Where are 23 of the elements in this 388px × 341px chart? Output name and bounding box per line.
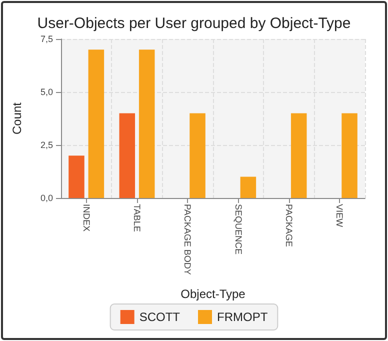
y-tick-label: 0,0 <box>40 193 53 203</box>
x-tick-label: PACKAGE BODY <box>182 204 193 275</box>
y-tick-label: 2,5 <box>40 140 53 150</box>
bar <box>138 50 155 198</box>
bar <box>290 113 307 198</box>
bar <box>190 113 206 198</box>
y-tick-label: 7,5 <box>40 34 53 44</box>
chart-title: User-Objects per User grouped by Object-Type <box>37 15 351 32</box>
x-tick-label: INDEX <box>81 204 92 232</box>
y-tick-label: 5,0 <box>40 87 53 97</box>
bar <box>119 113 136 198</box>
legend-label: SCOTT <box>139 310 181 324</box>
bar <box>88 50 104 198</box>
x-axis-title: Object-Type <box>180 287 246 301</box>
bar <box>68 156 84 198</box>
bar <box>240 176 256 198</box>
x-tick-label: PACKAGE <box>284 204 294 247</box>
legend-label: FRMOPT <box>217 310 268 324</box>
y-axis-title: Count <box>10 102 24 135</box>
x-tick-label: TABLE <box>132 204 142 232</box>
x-tick-label: SEQUENCE <box>233 204 244 255</box>
bar <box>342 113 358 198</box>
x-tick-label: VIEW <box>334 204 345 228</box>
